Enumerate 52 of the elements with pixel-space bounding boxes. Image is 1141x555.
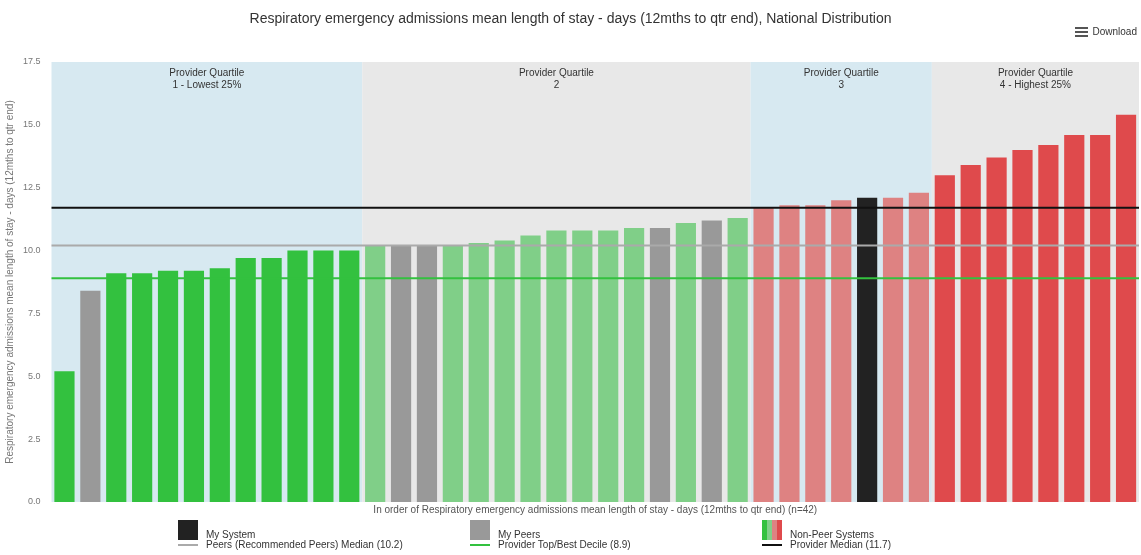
bar <box>986 157 1007 502</box>
y-tick-label: 7.5 <box>28 307 41 318</box>
text: Download <box>1092 26 1137 37</box>
text: My System <box>206 529 256 540</box>
bar <box>779 205 800 502</box>
bar <box>753 207 774 502</box>
y-tick-label: 17.5 <box>22 56 41 67</box>
annotation: Provider Quartile 4 - Highest 25% <box>997 66 1074 90</box>
bar <box>857 197 878 502</box>
x-axis-title: In order of Respiratory emergency admissions mean length of stay - days (12mths to qtr end) (n=42) <box>373 503 818 515</box>
legend-label: Peers (Recommended Peers) Median (10.2) <box>206 539 403 550</box>
y-tick-label: 10.0 <box>22 245 41 256</box>
annotation: Provider Quartile 2 <box>518 66 595 90</box>
y-tick-label: 2.5 <box>28 433 41 444</box>
bar <box>960 165 981 502</box>
text: My Peers <box>498 529 541 540</box>
bar <box>365 245 386 502</box>
y-tick-label: 0.0 <box>28 496 41 507</box>
bar <box>675 222 696 502</box>
bar <box>390 245 412 502</box>
bar <box>598 230 619 502</box>
bar <box>934 175 955 502</box>
bar <box>624 227 645 502</box>
bar <box>520 235 541 502</box>
bar <box>468 243 489 502</box>
bar <box>442 245 463 502</box>
bar <box>1090 134 1111 502</box>
bar <box>649 227 671 502</box>
bar <box>1038 144 1059 502</box>
chart-title: Respiratory emergency admissions mean length of stay - days (12mths to qtr end), National Distribution <box>248 10 893 26</box>
y-tick-label: 15.0 <box>22 119 41 130</box>
bar <box>416 245 438 502</box>
bar <box>908 192 930 502</box>
bar <box>546 230 567 502</box>
y-axis-title: Respiratory emergency admissions mean length of stay - days (12mths to qtr end) <box>3 100 15 464</box>
bar <box>1115 114 1137 502</box>
bar <box>54 371 75 502</box>
bar <box>831 200 852 502</box>
y-tick-label: 12.5 <box>22 182 41 193</box>
bar <box>882 197 904 502</box>
annotation: Provider Quartile 1 - Lowest 25% <box>169 66 245 90</box>
bar <box>494 240 515 502</box>
bar <box>1064 134 1085 502</box>
bar <box>80 290 101 502</box>
bar <box>727 217 748 502</box>
bar <box>1012 150 1033 502</box>
text: Non-Peer Systems <box>790 529 874 540</box>
y-tick-label: 5.0 <box>28 370 41 381</box>
bar <box>701 220 722 502</box>
bar <box>805 205 826 502</box>
bar <box>572 230 593 502</box>
annotation: Provider Quartile 3 <box>803 66 880 90</box>
